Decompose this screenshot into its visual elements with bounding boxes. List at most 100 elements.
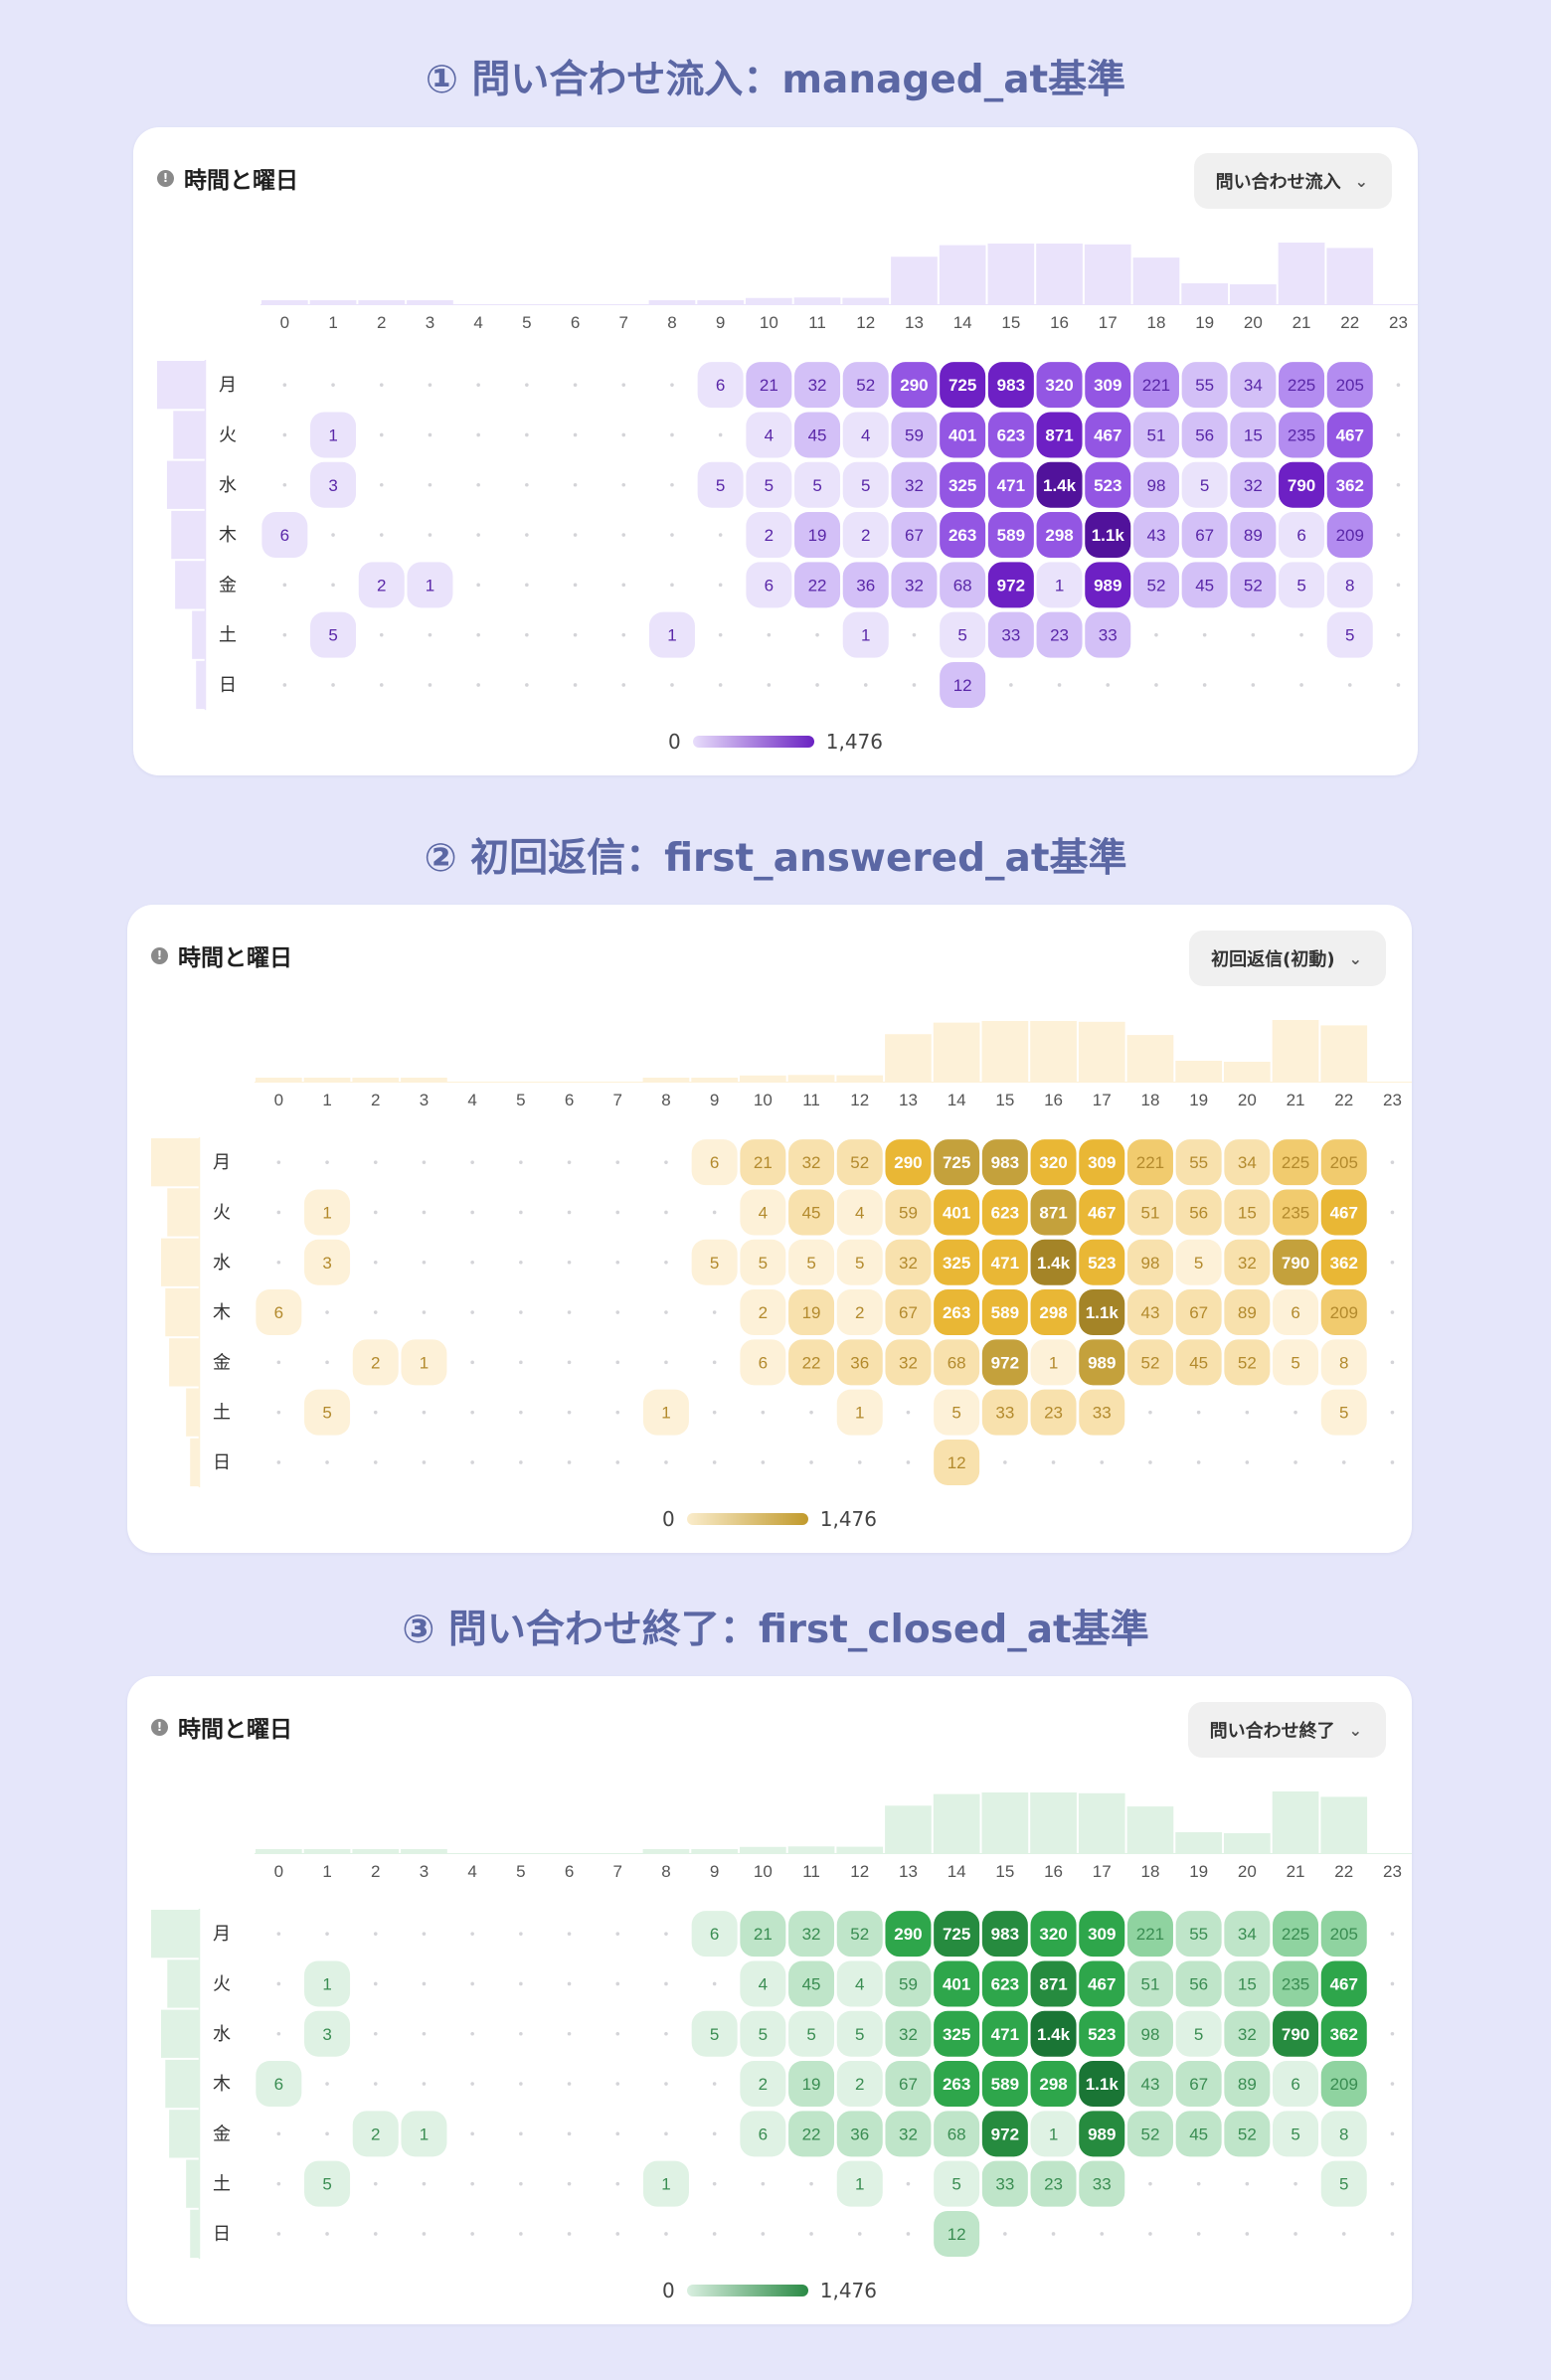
- hour-total-bar: [648, 300, 696, 304]
- day-label: 土: [213, 2174, 231, 2195]
- heatmap-cell: [1079, 1960, 1125, 2007]
- cell-value-label: 983: [991, 1153, 1019, 1172]
- cell-value-label: 972: [991, 2125, 1019, 2143]
- empty-cell-dot: [815, 683, 819, 687]
- heatmap-cell: [885, 2061, 932, 2108]
- heatmap-cell: [1224, 1139, 1271, 1186]
- heatmap-cell: [1273, 1189, 1319, 1236]
- hour-tick-label: 16: [1044, 1091, 1063, 1109]
- metric-dropdown[interactable]: 問い合わせ流入 ⌄: [1193, 153, 1392, 209]
- empty-cell-dot: [519, 1360, 523, 1365]
- empty-cell-dot: [373, 1981, 378, 1986]
- cell-value-label: 52: [850, 1153, 869, 1172]
- heatmap-cell: [1036, 412, 1083, 458]
- empty-cell-dot: [276, 1360, 281, 1365]
- hour-total-bar: [1132, 257, 1180, 304]
- metric-dropdown[interactable]: 問い合わせ終了 ⌄: [1187, 1702, 1386, 1758]
- hour-total-bar: [1126, 1806, 1174, 1853]
- heatmap-cell: [304, 2160, 351, 2207]
- empty-cell-dot: [282, 683, 287, 687]
- hour-total-bar: [793, 297, 841, 304]
- cell-value-label: 52: [1146, 576, 1165, 595]
- cell-value-label: 221: [1136, 1153, 1164, 1172]
- empty-cell-dot: [470, 1360, 474, 1365]
- empty-cell-dot: [422, 1932, 427, 1936]
- cell-value-label: 205: [1336, 376, 1364, 395]
- legend-max: 1,476: [819, 2279, 877, 2302]
- empty-cell-dot: [422, 1260, 427, 1265]
- hour-total-bar: [256, 1078, 302, 1082]
- heatmap-cell: [1036, 362, 1083, 409]
- empty-cell-dot: [282, 383, 287, 387]
- heatmap-cell: [891, 362, 938, 409]
- empty-cell-dot: [1396, 533, 1401, 537]
- heatmap-cell: [794, 512, 841, 559]
- empty-cell-dot: [282, 482, 287, 487]
- empty-cell-dot: [615, 1310, 620, 1314]
- hour-total-bar: [1030, 1791, 1077, 1853]
- hour-total-bar: [1224, 1832, 1271, 1853]
- cell-value-label: 325: [943, 1254, 970, 1273]
- heatmap-cell: [987, 562, 1034, 608]
- heatmap-cell: [934, 2210, 980, 2257]
- legend-min: 0: [668, 730, 681, 754]
- heatmap-cell: [1030, 2111, 1077, 2157]
- cell-value-label: 5: [1296, 576, 1305, 595]
- info-icon[interactable]: !: [157, 169, 174, 187]
- heatmap-cell: [1320, 1960, 1367, 2007]
- empty-cell-dot: [1051, 1460, 1056, 1464]
- empty-cell-dot: [1154, 632, 1158, 637]
- hour-total-bar: [256, 1849, 302, 1853]
- cell-value-label: 467: [1336, 425, 1364, 444]
- heatmap-cell: [981, 1339, 1028, 1386]
- cell-value-label: 5: [1291, 1353, 1299, 1372]
- info-icon[interactable]: !: [151, 1718, 168, 1736]
- cell-value-label: 725: [943, 1925, 970, 1944]
- metric-dropdown[interactable]: 初回返信(初動) ⌄: [1189, 931, 1386, 986]
- info-icon[interactable]: !: [151, 946, 168, 964]
- heatmap-cell: [740, 1960, 786, 2007]
- heatmap-cell: [981, 2010, 1028, 2057]
- heatmap-cell: [788, 1139, 835, 1186]
- heatmap-cell: [1085, 562, 1131, 608]
- hour-total-bar: [939, 245, 986, 304]
- hour-tick-label: 1: [322, 1091, 331, 1109]
- heatmap-cell: [885, 1189, 932, 1236]
- empty-cell-dot: [325, 1460, 329, 1464]
- hour-total-bar: [401, 1078, 447, 1082]
- empty-cell-dot: [422, 1210, 427, 1215]
- cell-value-label: 989: [1088, 2125, 1116, 2143]
- heatmap-cell: [746, 412, 792, 458]
- heatmap-cell: [1320, 2010, 1367, 2057]
- empty-cell-dot: [1293, 1410, 1297, 1415]
- heatmap-cell: [788, 1189, 835, 1236]
- heatmap-cell: [1326, 412, 1373, 458]
- hour-tick-label: 19: [1195, 313, 1214, 332]
- cell-value-label: 98: [1146, 476, 1165, 495]
- cell-value-label: 325: [948, 476, 976, 495]
- heatmap-cell: [940, 611, 986, 658]
- empty-cell-dot: [325, 2131, 329, 2136]
- heatmap-cell: [1036, 611, 1083, 658]
- empty-cell-dot: [519, 2232, 523, 2236]
- empty-cell-dot: [1148, 1410, 1152, 1415]
- hour-total-bar: [885, 1034, 932, 1082]
- cell-value-label: 5: [328, 626, 337, 645]
- cell-value-label: 1.1k: [1086, 2075, 1120, 2094]
- cell-value-label: 33: [1099, 626, 1118, 645]
- empty-cell-dot: [615, 2082, 620, 2086]
- heatmap-cell: [1079, 2061, 1125, 2108]
- empty-cell-dot: [712, 1410, 717, 1415]
- cell-value-label: 871: [1039, 1974, 1067, 1993]
- empty-cell-dot: [1396, 583, 1401, 588]
- legend-gradient: [686, 1513, 808, 1525]
- empty-cell-dot: [470, 1460, 474, 1464]
- empty-cell-dot: [573, 632, 578, 637]
- cell-value-label: 19: [802, 1303, 821, 1322]
- empty-cell-dot: [331, 683, 335, 687]
- cell-value-label: 5: [1194, 1254, 1203, 1273]
- heatmap-cell: [1320, 1389, 1367, 1436]
- cell-value-label: 209: [1330, 1303, 1358, 1322]
- empty-cell-dot: [621, 583, 626, 588]
- heatmap-cell: [740, 2010, 786, 2057]
